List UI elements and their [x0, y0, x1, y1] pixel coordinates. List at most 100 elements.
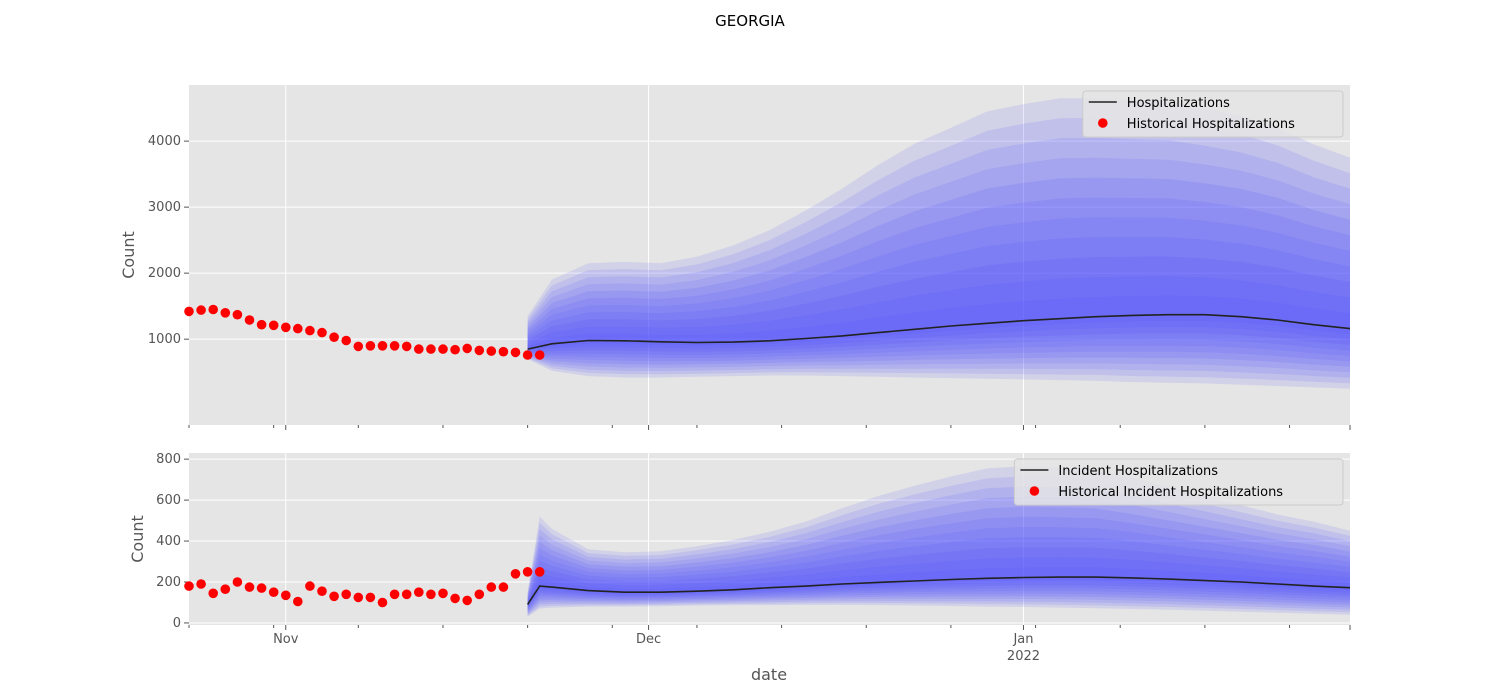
historical-point — [438, 588, 448, 599]
historical-point — [462, 343, 473, 354]
legend-marker-swatch — [1098, 118, 1108, 128]
historical-point — [414, 587, 424, 597]
historical-point — [414, 344, 424, 354]
historical-point — [220, 308, 231, 318]
x-tick-sublabel: 2022 — [1007, 649, 1040, 664]
y-axis-label: Count — [128, 515, 147, 563]
y-tick-label: 2000 — [148, 266, 181, 281]
historical-point — [196, 579, 206, 589]
historical-point — [450, 593, 460, 604]
historical-point — [220, 584, 231, 594]
quantile-band — [527, 157, 1350, 373]
quantile-band — [527, 506, 1350, 613]
historical-point — [329, 591, 339, 602]
legend: Hospitalizations Historical Hospitalizati… — [1082, 90, 1344, 138]
quantile-band — [527, 276, 1350, 351]
y-tick-label: 400 — [156, 534, 181, 549]
historical-point — [232, 309, 243, 320]
historical-point — [293, 323, 303, 334]
historical-point — [498, 346, 509, 357]
historical-point — [353, 592, 364, 603]
historical-point — [426, 344, 436, 354]
bottom-panel: 0 200 400 600 800 Count Incident Hospitalizati… — [128, 452, 1351, 631]
x-tick-label: Dec — [636, 632, 661, 647]
historical-point — [208, 304, 218, 315]
quantile-band — [527, 537, 1350, 609]
historical-point — [474, 589, 485, 600]
y-tick-label: 3000 — [148, 200, 181, 215]
historical-point — [281, 322, 291, 333]
top-panel: 1000 2000 3000 4000 Count Hospitalizations His… — [119, 85, 1351, 430]
quantile-band — [527, 137, 1350, 378]
historical-point — [244, 582, 255, 592]
figure-title: GEORGIA — [715, 12, 785, 30]
historical-point — [196, 305, 206, 315]
historical-point — [184, 581, 194, 591]
historical-point — [353, 341, 364, 352]
quantile-band — [527, 98, 1350, 389]
historical-point — [244, 315, 255, 325]
legend: Incident Hospitalizations Historical Inci… — [1013, 458, 1344, 506]
quantile-band — [527, 295, 1350, 350]
historical-point — [317, 327, 327, 338]
historical-point — [522, 567, 533, 577]
historical-point — [486, 582, 497, 592]
x-axis-label: date — [751, 665, 787, 684]
historical-point — [389, 341, 400, 351]
legend-label: Incident Hospitalizations — [1058, 464, 1218, 479]
median-line — [526, 576, 1350, 605]
y-tick-label: 600 — [156, 493, 181, 508]
historical-point — [534, 350, 545, 360]
historical-point — [486, 346, 497, 356]
historical-point — [268, 587, 279, 597]
y-tick-label: 1000 — [148, 332, 181, 347]
historical-point — [281, 590, 291, 601]
historical-point — [305, 581, 315, 591]
quantile-band — [527, 476, 1350, 616]
quantile-band — [527, 177, 1350, 367]
median-line — [527, 313, 1350, 350]
quantile-band — [527, 197, 1350, 362]
historical-point — [317, 586, 327, 596]
historical-point — [534, 567, 545, 577]
legend-box — [1082, 90, 1344, 138]
x-tick-label: Jan — [1012, 632, 1033, 647]
quantile-band — [527, 516, 1350, 612]
historical-point — [474, 345, 485, 356]
forecast-bands — [527, 98, 1350, 389]
historical-point — [341, 589, 352, 600]
historical-point — [426, 589, 436, 600]
historical-point — [389, 589, 400, 600]
historical-point — [365, 341, 376, 351]
historical-point — [438, 344, 448, 354]
forecast-bands — [526, 466, 1350, 617]
historical-point — [522, 350, 533, 360]
quantile-band — [527, 547, 1350, 608]
quantile-band — [527, 567, 1350, 606]
quantile-band — [527, 496, 1350, 614]
quantile-band — [527, 486, 1350, 615]
quantile-band — [527, 118, 1350, 384]
legend-marker-swatch — [1029, 486, 1040, 496]
legend-label: Historical Incident Hospitalizations — [1058, 485, 1283, 500]
historical-point — [450, 344, 460, 355]
historical-point — [365, 592, 376, 603]
historical-point — [510, 347, 521, 358]
y-tick-label: 200 — [156, 575, 181, 590]
historical-point — [305, 325, 315, 336]
y-tick-label: 0 — [173, 616, 181, 631]
y-tick-label: 4000 — [148, 134, 181, 149]
x-axis: Nov Dec Jan 2022 — [273, 632, 1040, 664]
historical-point — [498, 582, 509, 592]
historical-point — [377, 597, 388, 608]
historical-point — [401, 341, 412, 352]
historical-point — [184, 306, 194, 317]
historical-point — [341, 335, 352, 346]
historical-point — [256, 319, 267, 330]
y-axis-label: Count — [119, 231, 138, 279]
historical-point — [208, 588, 218, 599]
legend-label: Hospitalizations — [1127, 96, 1230, 111]
historical-point — [401, 589, 412, 600]
legend-label: Historical Hospitalizations — [1127, 117, 1295, 132]
